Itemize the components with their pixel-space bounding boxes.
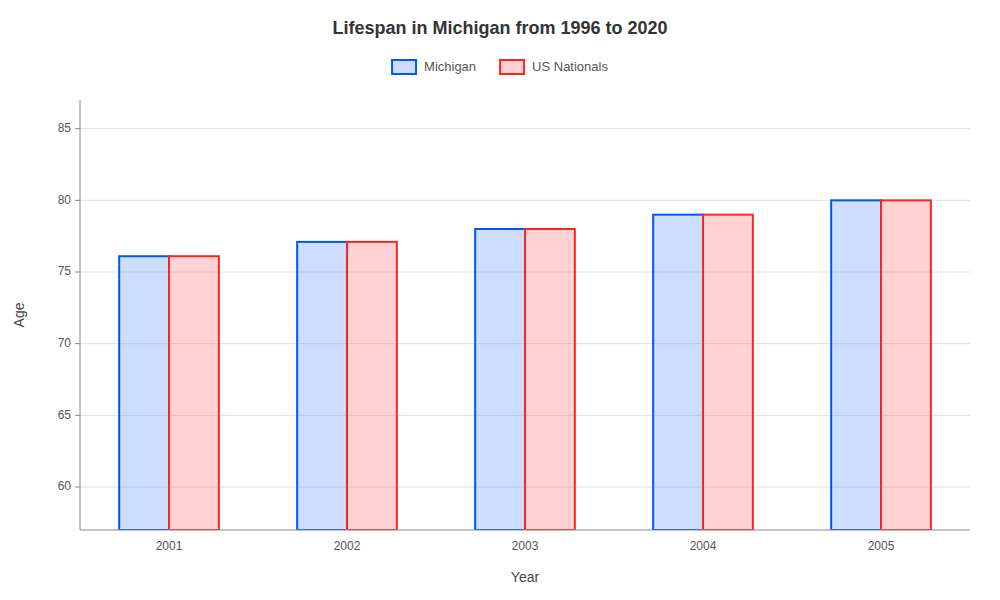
- x-tick-label: 2005: [868, 539, 895, 553]
- bar: [297, 242, 347, 530]
- y-tick-label: 85: [58, 121, 72, 135]
- y-tick-label: 80: [58, 193, 72, 207]
- y-tick: [75, 272, 80, 273]
- y-axis: 60 65 70 75 80 85: [58, 100, 80, 530]
- y-tick-label: 60: [58, 479, 72, 493]
- legend-swatch: [392, 60, 416, 74]
- bar: [881, 200, 931, 530]
- x-tick-label: 2001: [156, 539, 183, 553]
- x-axis-line: [80, 530, 970, 531]
- legend-label: US Nationals: [532, 59, 608, 74]
- y-tick: [75, 343, 80, 344]
- bar: [653, 215, 703, 530]
- bars: [119, 200, 931, 530]
- legend-item: Michigan: [392, 59, 476, 74]
- y-axis-line: [80, 100, 81, 530]
- legend-label: Michigan: [424, 59, 476, 74]
- y-tick-label: 70: [58, 336, 72, 350]
- bar: [525, 229, 575, 530]
- bar: [703, 215, 753, 530]
- x-tick-label: 2002: [334, 539, 361, 553]
- y-axis-title: Age: [11, 302, 27, 327]
- y-tick: [75, 487, 80, 488]
- title: Lifespan in Michigan from 1996 to 2020: [332, 18, 667, 38]
- y-tick: [75, 415, 80, 416]
- legend: Michigan US Nationals: [392, 59, 608, 74]
- legend-item: US Nationals: [500, 59, 608, 74]
- bar: [831, 200, 881, 530]
- bar: [475, 229, 525, 530]
- y-tick: [75, 128, 80, 129]
- x-axis: 2001 2002 2003 2004 2005: [80, 530, 970, 553]
- bar: [119, 256, 169, 530]
- y-tick: [75, 200, 80, 201]
- y-tick-label: 75: [58, 264, 72, 278]
- chart-container: 60 65 70 75 80 85 2001 2002 2003 2004 2005 Year Age L…: [0, 0, 1000, 600]
- legend-swatch: [500, 60, 524, 74]
- x-axis-title: Year: [511, 569, 540, 585]
- y-tick-label: 65: [58, 408, 72, 422]
- bar: [347, 242, 397, 530]
- chart-svg: 60 65 70 75 80 85 2001 2002 2003 2004 2005 Year Age L…: [0, 0, 1000, 600]
- x-tick-label: 2004: [690, 539, 717, 553]
- grid-line: [80, 128, 970, 129]
- bar: [169, 256, 219, 530]
- x-tick-label: 2003: [512, 539, 539, 553]
